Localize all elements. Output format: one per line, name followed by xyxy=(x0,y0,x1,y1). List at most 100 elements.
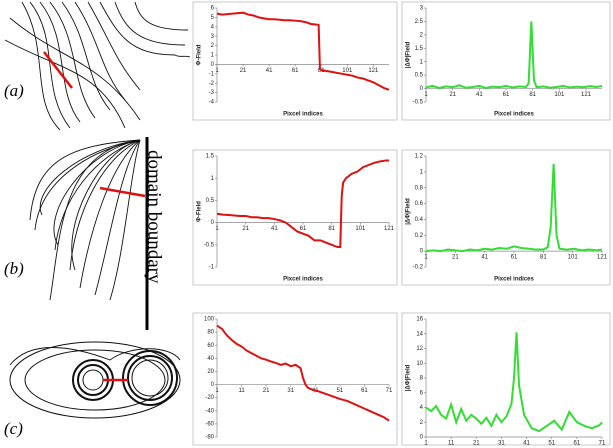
x-tick-label: 1 xyxy=(424,441,428,447)
y-tick-label: -80 xyxy=(205,435,214,441)
panel-label: (a) xyxy=(4,81,24,100)
data-line xyxy=(425,163,603,253)
y-tick-label: 1.2 xyxy=(415,154,424,160)
x-tick-label: 1 xyxy=(215,388,219,394)
y-tick-label: 0 xyxy=(211,62,215,68)
y-tick-label: -1 xyxy=(209,265,215,271)
x-tick-label: 121 xyxy=(581,92,592,98)
y-tick-label: -60 xyxy=(205,421,214,427)
x-tick-label: 11 xyxy=(448,441,455,447)
x-tick-label: 101 xyxy=(355,226,366,232)
y-tick-label: 0.2 xyxy=(415,233,424,239)
x-tick-label: 121 xyxy=(597,255,608,261)
y-tick-label: 5 xyxy=(211,15,215,21)
y-tick-label: -0.5 xyxy=(204,242,215,248)
y-tick-label: 1 xyxy=(211,53,215,59)
y-tick-label: 0.5 xyxy=(415,73,424,79)
y-tick-label: -0.5 xyxy=(413,100,424,106)
y-tick-label: 1 xyxy=(420,169,424,175)
x-tick-label: 31 xyxy=(498,441,505,447)
x-tick-label: 21 xyxy=(452,255,459,261)
x-tick-label: 1 xyxy=(424,255,428,261)
chart-frame xyxy=(401,312,611,446)
y-tick-label: 6 xyxy=(420,390,424,396)
x-axis-label: Pixcel indices xyxy=(283,112,323,118)
y-tick-label: 40 xyxy=(207,356,214,362)
y-axis-label: |ΔΦ|Field xyxy=(406,364,412,391)
chart-frame xyxy=(401,1,611,121)
x-tick-label: 101 xyxy=(342,68,353,74)
y-tick-label: 1 xyxy=(211,176,215,182)
y-tick-label: 1.5 xyxy=(206,154,215,160)
x-tick-label: 21 xyxy=(242,226,249,232)
x-tick-label: 31 xyxy=(287,388,294,394)
sample-line xyxy=(43,51,73,89)
y-axis-label: |ΔΦ|Field xyxy=(406,198,412,225)
y-tick-label: 0.4 xyxy=(415,217,424,223)
x-tick-label: 71 xyxy=(599,441,606,447)
y-tick-label: 2 xyxy=(420,420,424,426)
x-tick-label: 81 xyxy=(529,92,536,98)
annotation: domain boundary xyxy=(144,150,165,284)
data-line xyxy=(216,159,389,249)
data-line xyxy=(216,11,390,91)
sample-line xyxy=(99,186,146,198)
x-tick-label: 121 xyxy=(368,68,379,74)
y-tick-label: 12 xyxy=(416,346,423,352)
chart-frame xyxy=(401,149,611,286)
y-tick-label: 8 xyxy=(420,376,424,382)
x-axis-label: Pixcel indices xyxy=(494,112,534,118)
y-tick-label: 0 xyxy=(211,382,215,388)
y-tick-label: 80 xyxy=(207,330,214,336)
x-tick-label: 41 xyxy=(481,255,488,261)
x-tick-label: 61 xyxy=(503,92,510,98)
x-tick-label: 61 xyxy=(361,388,368,394)
x-tick-label: 41 xyxy=(266,68,273,74)
x-tick-label: 61 xyxy=(292,68,299,74)
x-tick-label: 21 xyxy=(449,92,456,98)
x-tick-label: 121 xyxy=(384,226,395,232)
y-tick-label: 3 xyxy=(211,34,215,40)
x-tick-label: 41 xyxy=(271,226,278,232)
chart-frame xyxy=(192,149,398,286)
x-tick-label: 1 xyxy=(424,92,428,98)
x-tick-label: 21 xyxy=(240,68,247,74)
y-tick-label: 0.6 xyxy=(415,201,424,207)
y-tick-label: 0 xyxy=(420,86,424,92)
y-tick-label: -20 xyxy=(205,395,214,401)
x-axis-label: Pixcel indices xyxy=(494,277,534,283)
x-tick-label: 1 xyxy=(215,226,219,232)
x-tick-label: 81 xyxy=(328,226,335,232)
field-lines-a xyxy=(4,1,191,131)
x-tick-label: 11 xyxy=(238,388,245,394)
x-tick-label: 101 xyxy=(554,92,565,98)
x-tick-label: 51 xyxy=(548,441,555,447)
y-tick-label: 0.8 xyxy=(415,185,424,191)
y-tick-label: 2 xyxy=(211,43,215,49)
x-tick-label: 81 xyxy=(540,255,547,261)
field-lines-b xyxy=(29,139,141,301)
x-tick-label: 61 xyxy=(511,255,518,261)
y-tick-label: 4 xyxy=(211,24,215,30)
field-lines-c xyxy=(9,341,181,419)
y-tick-label: 6 xyxy=(211,6,215,12)
x-tick-label: 41 xyxy=(476,92,483,98)
y-axis-label: Φ-Field xyxy=(197,44,203,65)
data-line xyxy=(425,332,603,433)
data-line xyxy=(425,21,603,90)
y-tick-label: 0 xyxy=(420,435,424,441)
y-tick-label: 0.5 xyxy=(206,198,215,204)
chart-frame xyxy=(192,312,398,446)
x-axis-label: Pixcel indices xyxy=(283,277,323,283)
x-tick-label: 21 xyxy=(263,388,270,394)
x-tick-label: 101 xyxy=(568,255,579,261)
panel-label: (c) xyxy=(4,419,23,438)
panel-label: (b) xyxy=(4,259,24,278)
x-tick-label: 41 xyxy=(523,441,530,447)
x-tick-label: 71 xyxy=(386,388,393,394)
y-tick-label: 4 xyxy=(420,405,424,411)
y-tick-label: 10 xyxy=(416,361,423,367)
y-tick-label: 2 xyxy=(420,32,424,38)
y-tick-label: 3 xyxy=(420,6,424,12)
